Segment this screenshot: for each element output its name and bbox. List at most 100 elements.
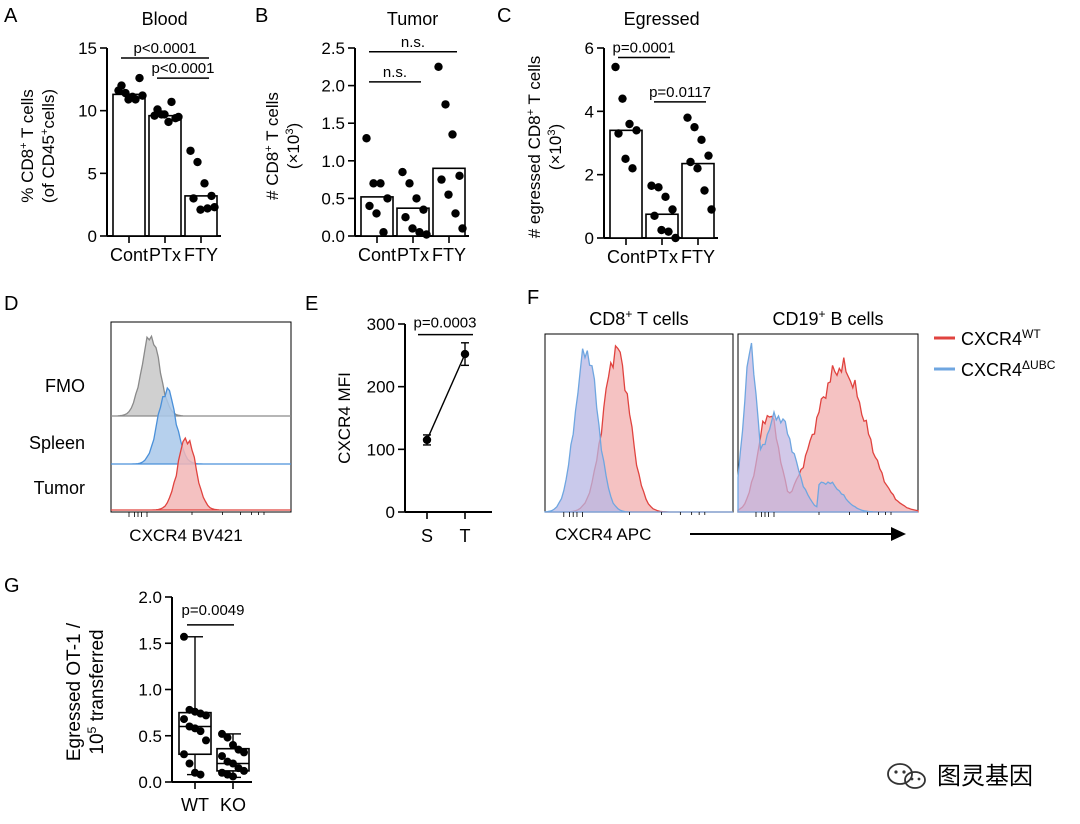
- data-point: [664, 227, 673, 236]
- y-axis-label-part: # CD8: [263, 152, 282, 200]
- data-point: [210, 202, 219, 212]
- y-axis-label: CXCR4 MFI: [335, 372, 354, 464]
- panel-label-f: F: [527, 287, 539, 309]
- y-tick-label: 1.5: [138, 634, 162, 653]
- panel-b-chart: Tumor 0.0 0.5 1.0 1.5 2.0 2.5 Cont PTx FTY n.s. n.s…: [263, 9, 469, 265]
- data-point: [117, 81, 126, 90]
- panel-c-chart: Egressed 0 2 4 6 Cont PTx FTY p=0.0001 p=0.0117 # …: [525, 9, 718, 267]
- data-point: [180, 715, 188, 724]
- legend-label-sup: WT: [1022, 327, 1041, 341]
- comparison-label: p<0.0001: [134, 40, 197, 57]
- y-axis-label: # CD8+ T cells(×103): [263, 92, 303, 200]
- data-point: [372, 209, 381, 218]
- data-point: [405, 179, 414, 188]
- data-point: [193, 157, 202, 167]
- legend-label-base: CXCR4: [961, 360, 1022, 380]
- y-axis-label: % CD8+ T cells(of CD45+cells): [18, 89, 58, 203]
- data-point: [650, 211, 659, 221]
- data-point: [700, 186, 709, 195]
- data-point: [229, 741, 237, 749]
- comparison-label: p=0.0117: [649, 84, 711, 101]
- chart-title: Egressed: [624, 9, 700, 29]
- subpanel-title-part: B cells: [826, 309, 884, 329]
- data-point: [164, 117, 173, 127]
- data-point: [625, 119, 634, 129]
- data-point: [167, 97, 176, 107]
- data-point: [683, 113, 692, 122]
- y-axis-label-sup: 3: [284, 129, 296, 135]
- y-axis-label-line: 105 transferred: [85, 629, 108, 754]
- data-point: [437, 175, 446, 184]
- data-point: [451, 209, 460, 218]
- y-axis-label-sup: +: [18, 142, 30, 148]
- data-point: [611, 62, 620, 72]
- data-point: [229, 759, 237, 768]
- data-point: [203, 204, 212, 213]
- data-point: [455, 171, 464, 181]
- data-point: [444, 190, 453, 199]
- data-point: [383, 194, 392, 203]
- data-point: [180, 750, 188, 759]
- y-tick-label: 1.0: [138, 681, 162, 700]
- y-axis-label-line: Egressed OT-1 /: [64, 622, 85, 761]
- y-tick-label: 0: [585, 229, 594, 248]
- data-point: [202, 736, 210, 745]
- connecting-line: [426, 353, 466, 441]
- data-point: [628, 164, 637, 173]
- subpanel-title: CD19+ B cells: [772, 307, 883, 329]
- y-axis-label-part: T cells: [525, 56, 544, 109]
- mean-point-s: [422, 435, 432, 445]
- data-point: [223, 733, 232, 742]
- data-point: [704, 151, 713, 160]
- y-axis-label-part: T cells: [18, 89, 37, 142]
- legend-label-sup: ΔUBC: [1022, 358, 1056, 372]
- data-point: [686, 157, 695, 167]
- y-tick-label: 1.0: [321, 152, 345, 171]
- x-tick-label: FTY: [432, 245, 466, 265]
- data-point: [202, 711, 210, 720]
- y-tick-label: 1.5: [321, 114, 345, 133]
- y-tick-label: 5: [88, 164, 97, 183]
- x-tick-label: FTY: [184, 245, 218, 265]
- data-point: [441, 100, 450, 109]
- comparison-label: p=0.0001: [613, 40, 676, 57]
- y-tick-label: 6: [585, 39, 594, 58]
- x-tick-label: T: [460, 526, 471, 546]
- y-axis-label-sup: +: [525, 109, 537, 115]
- panel-label-a: A: [4, 5, 18, 27]
- legend-label-base: CXCR4: [961, 329, 1022, 349]
- data-point: [196, 205, 205, 214]
- y-axis-label-sup: +: [39, 129, 51, 135]
- subpanel-title-part: T cells: [632, 309, 688, 329]
- data-point: [135, 73, 144, 83]
- data-point: [131, 95, 140, 104]
- data-point: [379, 228, 388, 237]
- mean-point-t: [460, 349, 470, 359]
- y-axis-label-sup: 5: [85, 726, 99, 733]
- panel-d-histogram: FMO Spleen Tumor CXCR4 BV421: [29, 321, 292, 545]
- data-point: [398, 167, 407, 177]
- panel-a-chart: Blood 0 5 10 15 Cont PTx FTY p<0.0001 p<0.0001 % C…: [18, 9, 221, 265]
- data-point: [362, 134, 371, 143]
- y-axis-label-part: T cells: [263, 92, 282, 145]
- x-tick-label: WT: [181, 795, 209, 815]
- y-axis-label-line: CXCR4 MFI: [335, 372, 354, 464]
- data-point: [448, 130, 457, 139]
- data-point: [240, 766, 248, 775]
- legend-label: CXCR4ΔUBC: [961, 358, 1056, 380]
- x-tick-label: KO: [220, 795, 246, 815]
- subpanel-title-sup: +: [818, 307, 825, 321]
- y-tick-label: 4: [585, 102, 594, 121]
- series-label-tumor: Tumor: [34, 478, 85, 498]
- data-point: [124, 95, 133, 104]
- comparison-label: n.s.: [383, 64, 407, 81]
- y-tick-label: 0.5: [138, 727, 162, 746]
- comparison-label: p=0.0003: [414, 315, 477, 332]
- y-tick-label: 2.5: [321, 39, 345, 58]
- data-point: [365, 201, 374, 211]
- data-point: [376, 179, 385, 188]
- x-tick-label: FTY: [681, 247, 715, 267]
- y-tick-label: 2.0: [138, 588, 162, 607]
- series-label-fmo: FMO: [45, 376, 85, 396]
- data-point: [419, 205, 428, 214]
